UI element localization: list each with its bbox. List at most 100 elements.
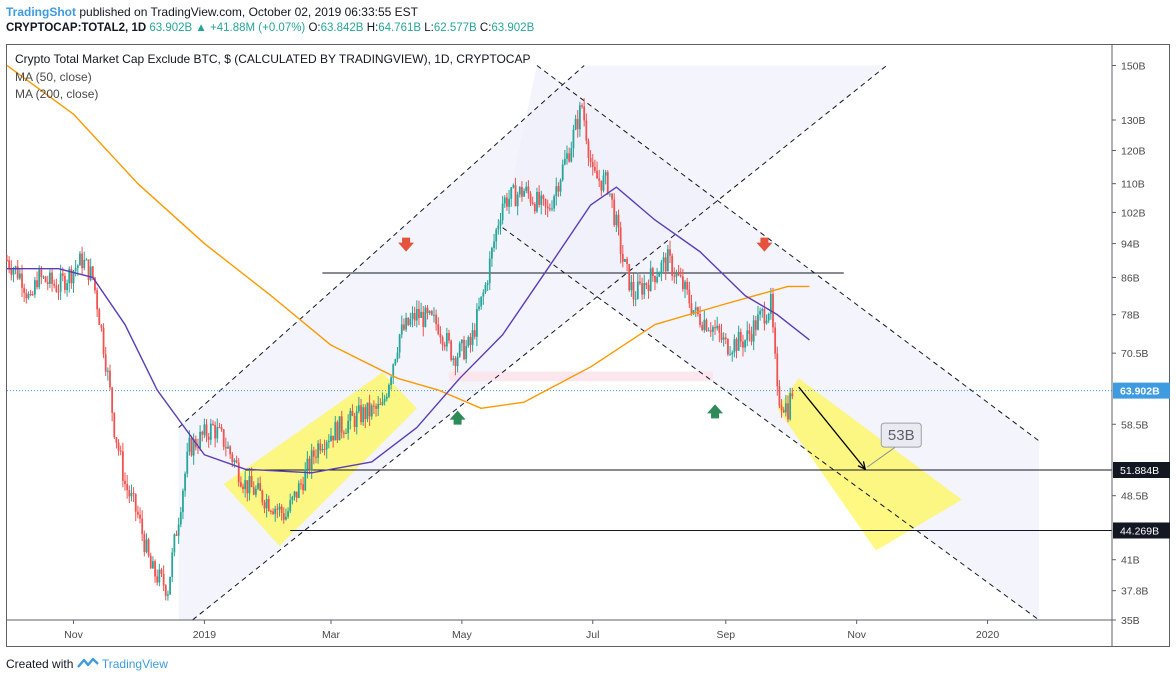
- candle-body: [727, 339, 729, 355]
- candle-body: [585, 120, 588, 141]
- target-arrow-line: [798, 386, 866, 470]
- candle-body: [246, 480, 249, 494]
- candle-body: [759, 310, 762, 315]
- candle-body: [473, 330, 476, 337]
- candle-body: [235, 460, 238, 463]
- price-tick-label: 37.8B: [1121, 586, 1148, 598]
- buy-arrow-icon: [707, 404, 724, 419]
- candle-body: [375, 406, 377, 409]
- created-with-text: Created with: [6, 657, 74, 671]
- channel-upper-line-1: [536, 65, 1040, 442]
- ma200-line[interactable]: [6, 64, 810, 410]
- candle-body: [527, 186, 530, 194]
- candle-body: [214, 425, 217, 439]
- candle-body: [536, 192, 538, 212]
- candle-body: [737, 331, 740, 351]
- candle-body: [175, 534, 178, 536]
- candle-body: [450, 340, 453, 360]
- candle-body: [167, 594, 169, 596]
- candle-body: [6, 260, 8, 262]
- candle-body: [61, 273, 64, 276]
- candle-body: [613, 199, 616, 226]
- candle-body: [134, 493, 137, 512]
- candle-body: [480, 296, 483, 307]
- candle-body: [231, 454, 234, 462]
- ma50-line[interactable]: [7, 186, 810, 474]
- price-tick-label: 58.5B: [1121, 419, 1148, 431]
- channel-lower-line-0: [191, 65, 888, 620]
- candle-body: [525, 186, 528, 191]
- candle-body: [392, 364, 395, 378]
- candle-body: [789, 393, 792, 420]
- target-callout[interactable]: [880, 422, 922, 448]
- candle-body: [74, 268, 77, 271]
- candle-body: [291, 496, 294, 501]
- candle-body: [664, 257, 667, 272]
- candle-body: [287, 511, 289, 517]
- tradingview-brand[interactable]: TradingView: [101, 657, 168, 671]
- candle-body: [578, 105, 581, 130]
- candle-body: [267, 498, 270, 511]
- candle-body: [510, 187, 513, 199]
- low-value: 62.577B: [433, 22, 477, 34]
- candle-body: [724, 337, 727, 340]
- candle-body: [748, 330, 751, 334]
- candle-body: [40, 269, 43, 277]
- candle-body: [735, 339, 738, 351]
- candle-body: [272, 511, 274, 514]
- candle-body: [688, 289, 691, 304]
- candle-body: [351, 410, 354, 416]
- candle-body: [551, 208, 553, 210]
- candle-body: [373, 405, 375, 407]
- candle-body: [699, 314, 701, 325]
- candle-body: [66, 283, 68, 291]
- candle-body: [300, 483, 302, 485]
- legend-ma200[interactable]: MA (200, close): [15, 87, 99, 101]
- candle-body: [542, 195, 545, 200]
- candle-body: [413, 313, 416, 321]
- candle-body: [334, 422, 337, 441]
- candle-body: [152, 561, 154, 569]
- candle-body: [458, 343, 461, 357]
- candle-body: [787, 403, 789, 420]
- candle-body: [145, 539, 148, 552]
- candle-body: [388, 384, 390, 397]
- candle-body: [188, 437, 191, 452]
- candle-body: [428, 311, 431, 314]
- highlight-box-0: [223, 372, 417, 547]
- channel-lower-line-1: [502, 227, 1040, 620]
- candle-body: [68, 268, 71, 284]
- candle-body: [132, 493, 135, 495]
- candle-body: [647, 285, 650, 292]
- callout-pointer: [866, 446, 896, 468]
- candle-body: [312, 450, 315, 457]
- candle-body: [555, 186, 558, 197]
- candle-body: [780, 405, 783, 410]
- candle-body: [611, 193, 613, 200]
- candle-body: [304, 469, 307, 491]
- candle-body: [276, 508, 279, 510]
- candle-body: [482, 292, 485, 297]
- candle-body: [270, 510, 272, 512]
- candle-body: [475, 309, 478, 337]
- candle-body: [349, 410, 352, 421]
- candle-body: [55, 285, 58, 292]
- candle-body: [18, 273, 21, 279]
- candle-body: [390, 377, 392, 385]
- candle-body: [173, 534, 176, 553]
- up-arrow-icon: ▲: [195, 22, 207, 34]
- legend-ma50[interactable]: MA (50, close): [15, 70, 92, 84]
- price-change: +41.88M (+0.07%): [210, 22, 306, 34]
- open-value: 63.842B: [320, 22, 364, 34]
- candle-body: [583, 106, 586, 121]
- candle-body: [102, 327, 105, 355]
- candle-body: [722, 337, 725, 340]
- candle-body: [581, 105, 583, 107]
- author-name[interactable]: TradingShot: [6, 5, 76, 19]
- tradingview-logo-icon[interactable]: [76, 657, 99, 672]
- candle-body: [83, 259, 86, 269]
- candle-body: [645, 283, 648, 286]
- candle-body: [259, 483, 262, 491]
- candle-body: [538, 192, 541, 205]
